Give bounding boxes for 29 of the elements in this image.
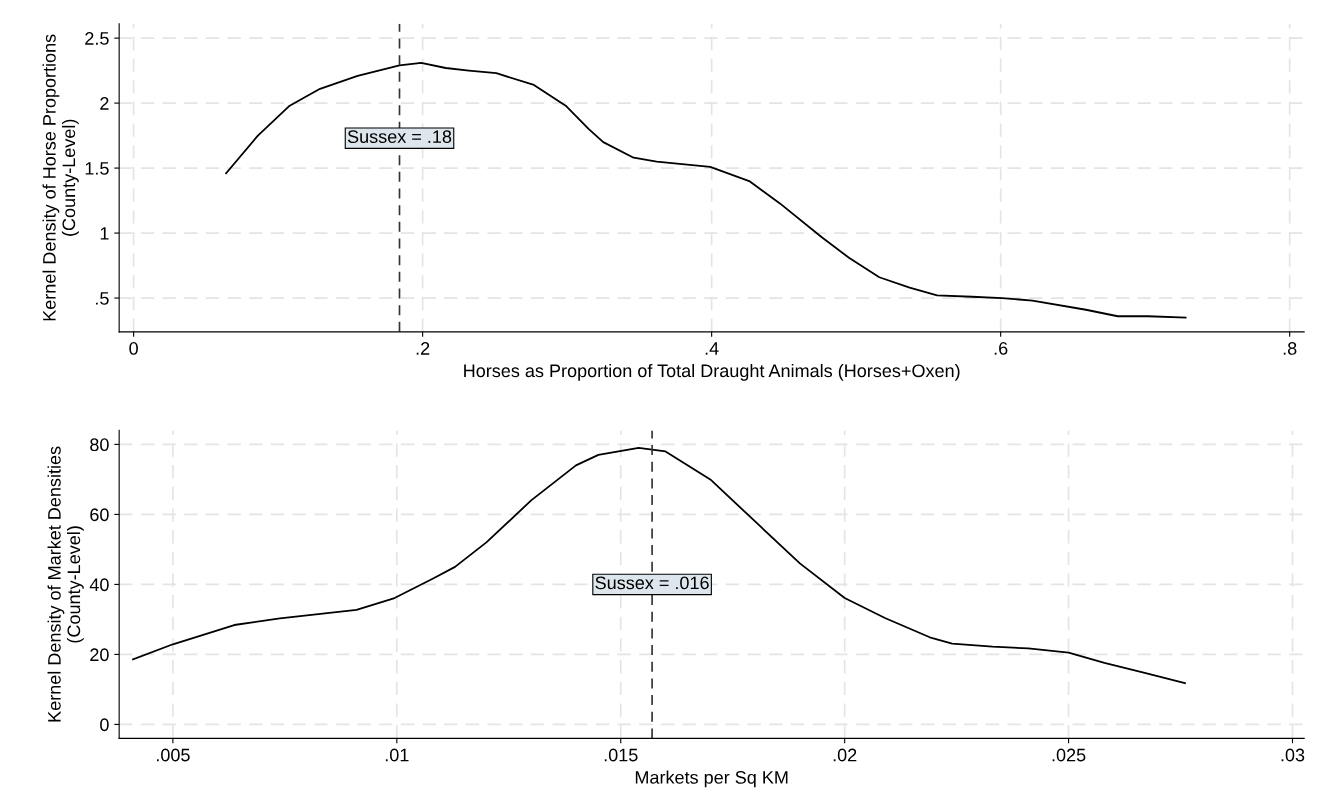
y-tick-label: 60: [90, 508, 109, 522]
y-tick-label: 1.5: [85, 162, 109, 175]
y-tick-label: .5: [96, 292, 109, 305]
x-tick-label: .2: [416, 342, 430, 355]
y-tick-label: 1: [100, 227, 109, 240]
y-axis-title: Kernel Density of Horse Proportions (County-Level): [42, 34, 79, 321]
line-series: [132, 446, 1186, 685]
annotation: Sussex = .016: [595, 576, 709, 590]
x-tick-label: .025: [1052, 748, 1086, 762]
x-axis-title: Horses as Proportion of Total Draught Animals (Horses+Oxen): [464, 363, 960, 381]
x-tick-label: 0: [129, 342, 138, 355]
y-tick-label: 2.5: [85, 32, 109, 45]
y-tick-label: 20: [90, 648, 109, 662]
x-tick-label: .6: [994, 342, 1008, 355]
y-axis-title: Kernel Density of Market Densities (County-Level): [47, 446, 84, 722]
x-tick-label: .03: [1281, 748, 1305, 762]
x-axis-title: Markets per Sq KM: [635, 770, 788, 788]
x-tick-label: .01: [385, 748, 409, 762]
x-tick-label: .005: [156, 748, 190, 762]
x-tick-label: .8: [1283, 342, 1297, 355]
x-tick-label: .4: [705, 342, 719, 355]
y-tick-label: 80: [90, 438, 109, 452]
line-series: [225, 61, 1187, 319]
y-tick-label: 2: [100, 97, 109, 110]
x-tick-label: .015: [604, 748, 638, 762]
annotation: Sussex = .18: [347, 130, 452, 144]
x-tick-label: .02: [833, 748, 857, 762]
y-tick-label: 0: [100, 718, 109, 732]
y-tick-label: 40: [89, 578, 109, 592]
